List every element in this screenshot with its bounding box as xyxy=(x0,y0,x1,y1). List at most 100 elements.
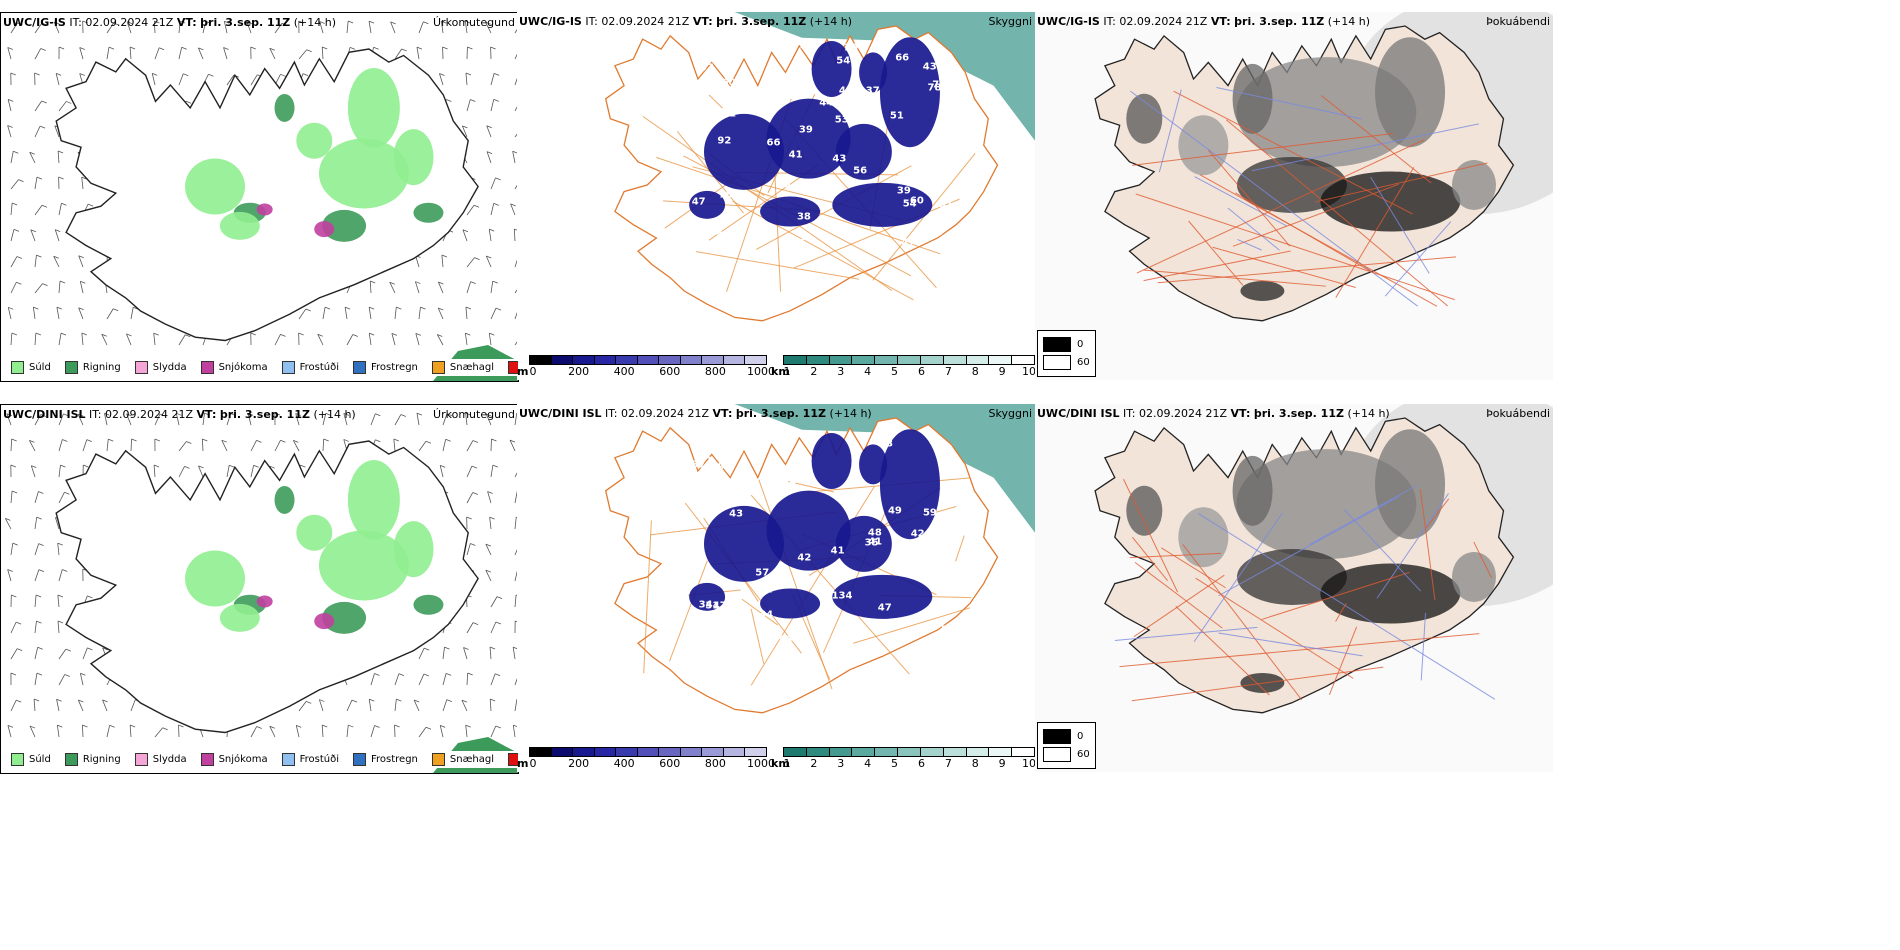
map-canvas xyxy=(1035,12,1553,380)
cloud-base-label: 51 xyxy=(889,110,904,122)
cloud-base-label: 73 xyxy=(879,438,894,449)
cloud-base-label: 47 xyxy=(691,196,706,208)
panel-title: Þokuábendi xyxy=(1486,407,1550,420)
scale-tick: 3 xyxy=(837,365,845,378)
cloud-base-label: 48 xyxy=(867,527,882,539)
scale-tick: 6 xyxy=(917,365,925,378)
legend-label: Frostregn xyxy=(371,754,418,765)
cloud-base-label: 47 xyxy=(858,97,873,109)
fog-legend-label: 60 xyxy=(1077,749,1090,760)
precip-type-legend: Súld Rigning Slydda Snjókoma Frostúði Frostre… xyxy=(5,359,518,376)
cloud-base-label: 47 xyxy=(877,602,892,614)
scale-unit: m xyxy=(517,365,529,378)
cloud-base-label: 78 xyxy=(927,82,942,94)
cloud-base-label: 44 xyxy=(819,97,834,109)
cloud-base-label: 37 xyxy=(691,459,706,471)
cloud-base-label: 60 xyxy=(909,195,924,207)
panel-header: UWC/IG-IS IT: 02.09.2024 21Z VT: þri. 3.… xyxy=(519,15,852,28)
legend-item: Snjókoma xyxy=(200,753,268,766)
panel-title: Skyggni xyxy=(988,15,1032,28)
precip-type-map-2: Súld Rigning Slydda Snjókoma Frostúði Frostre… xyxy=(0,404,519,774)
header-lead: (+14 h) xyxy=(313,408,356,421)
cloud-base-label: 56 xyxy=(778,634,793,646)
scale-tick: 8 xyxy=(971,365,979,378)
cloud-base-label: 83 xyxy=(894,562,908,574)
header-lead: (+14 h) xyxy=(1327,15,1371,28)
legend-item: Snjókoma xyxy=(200,361,268,374)
fog-legend-swatch xyxy=(1043,337,1071,352)
cloud-base-label: 51 xyxy=(798,232,813,244)
header-it-label: IT: xyxy=(89,408,102,421)
panel-header: UWC/DINI ISL IT: 02.09.2024 21Z VT: þri.… xyxy=(519,407,872,420)
scale-tick: 200 xyxy=(568,757,590,770)
legend-item: Rigning xyxy=(64,753,121,766)
scale-unit: km xyxy=(771,365,790,378)
map-canvas xyxy=(5,412,518,773)
cloud-base-label: 54 xyxy=(759,584,774,596)
cloud-base-label: 56 xyxy=(853,165,868,177)
header-it-label: IT: xyxy=(605,407,618,420)
cloud-base-label: 47 xyxy=(712,600,727,612)
fog-legend-swatch xyxy=(1043,729,1071,744)
fog-index-legend: 0 60 xyxy=(1037,722,1096,769)
legend-swatch xyxy=(431,361,445,374)
header-vt-label: VT: xyxy=(196,408,217,421)
legend-item: Súld xyxy=(11,361,51,374)
cloud-base-label: 41 xyxy=(868,536,883,548)
header-it-value: 02.09.2024 21Z xyxy=(85,16,174,29)
legend-item: Snæhagl xyxy=(431,361,494,374)
visibility-colorbar: km 1 2 3 4 5 6 7 8 9 10 xyxy=(771,747,1035,771)
legend-label: Rigning xyxy=(82,362,121,373)
panel-header: UWC/IG-IS IT: 02.09.2024 21Z VT: þri. 3.… xyxy=(1037,15,1370,28)
header-it-value: 02.09.2024 21Z xyxy=(601,15,690,28)
header-model: UWC/IG-IS xyxy=(3,16,66,29)
legend-swatch xyxy=(200,361,214,374)
header-vt-value: þri. 3.sep. 11Z xyxy=(200,16,291,29)
cloud-base-label: 39 xyxy=(710,461,725,473)
legend-label: Frostregn xyxy=(371,362,418,373)
legend-label: Snjókoma xyxy=(218,754,268,765)
legend-swatch xyxy=(281,753,295,766)
scale-tick: 8 xyxy=(971,757,979,770)
iceland-coastline xyxy=(55,48,479,342)
cloud-base-label: 53 xyxy=(940,624,955,636)
cloud-base-label: 51 xyxy=(705,600,720,612)
map-canvas xyxy=(1035,404,1553,772)
cloud-base-label: 42 xyxy=(910,528,925,540)
fog-legend-item: 0 xyxy=(1043,337,1090,352)
cloud-base-label: 42 xyxy=(838,85,853,97)
scale-unit: m xyxy=(517,757,529,770)
scale-tick: 0 xyxy=(529,757,537,770)
cloud-base-label: 72 xyxy=(932,79,947,91)
cloud-base-label: 41 xyxy=(830,545,845,557)
scale-unit: km xyxy=(771,757,790,770)
header-it-value: 02.09.2024 21Z xyxy=(105,408,194,421)
legend-label: Frostúði xyxy=(299,754,339,765)
map-canvas xyxy=(7,20,518,381)
fog-legend-swatch xyxy=(1043,747,1071,762)
header-vt-label: VT: xyxy=(692,15,713,28)
header-lead: (+14 h) xyxy=(809,15,853,28)
cloud-base-label: 45 xyxy=(892,549,907,561)
legend-item: Frostregn xyxy=(353,753,418,766)
header-model: UWC/DINI ISL xyxy=(1037,407,1120,420)
scale-tick: 10 xyxy=(1022,757,1035,770)
header-it-value: 02.09.2024 21Z xyxy=(1139,407,1228,420)
scale-tick: 0 xyxy=(529,365,537,378)
panel-title: Skyggni xyxy=(988,407,1032,420)
precip-type-legend: Súld Rigning Slydda Snjókoma Frostúði Frostre… xyxy=(5,751,518,768)
header-vt-value: þri. 3.sep. 11Z xyxy=(716,15,807,28)
scale-tick: 5 xyxy=(891,365,899,378)
legend-item: Rigning xyxy=(64,361,121,374)
scale-tick: 5 xyxy=(891,757,899,770)
cloud-base-label: 58 xyxy=(737,636,752,648)
cloud-base-label: 36 xyxy=(740,634,755,646)
legend-swatch xyxy=(64,361,78,374)
cloud-base-label: 38 xyxy=(796,211,811,223)
header-vt-value: þri. 3.sep. 11Z xyxy=(735,407,826,420)
fog-index-map-1: 0 60 UWC/IG-IS IT: 02.09.2024 21Z VT: þri.… xyxy=(1035,12,1553,380)
scale-tick: 9 xyxy=(998,757,1006,770)
legend-label: Snjókoma xyxy=(218,362,268,373)
scale-tick: 1000 xyxy=(747,365,775,378)
cloud-base-label: 53 xyxy=(928,227,943,239)
